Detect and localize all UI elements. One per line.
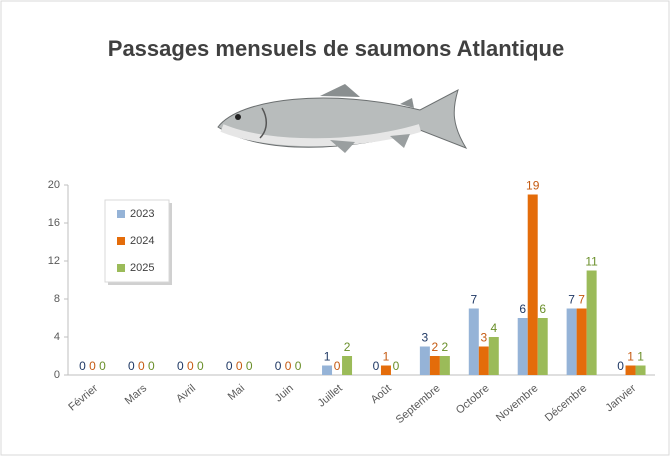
data-label: 0	[373, 359, 380, 373]
legend-label: 2023	[130, 208, 154, 220]
data-label: 3	[422, 331, 429, 345]
bar	[429, 356, 440, 375]
data-label: 6	[519, 302, 526, 316]
data-label: 0	[275, 359, 282, 373]
bar	[537, 318, 548, 375]
bar	[488, 337, 499, 375]
data-label: 0	[128, 359, 135, 373]
data-label: 7	[470, 293, 477, 307]
data-label: 1	[637, 350, 644, 364]
bar	[478, 346, 489, 375]
data-label: 0	[617, 359, 624, 373]
bar	[527, 194, 538, 375]
data-label: 0	[295, 359, 302, 373]
data-label: 0	[79, 359, 86, 373]
legend-label: 2024	[130, 235, 154, 247]
data-label: 0	[246, 359, 253, 373]
data-label: 0	[285, 359, 292, 373]
y-tick-label: 16	[48, 217, 60, 229]
legend-swatch	[117, 237, 125, 245]
data-label: 7	[578, 293, 585, 307]
legend-swatch	[117, 210, 125, 218]
data-label: 0	[138, 359, 145, 373]
fish-illustration	[217, 84, 468, 153]
data-label: 0	[187, 359, 194, 373]
y-tick-label: 0	[54, 369, 60, 381]
legend-swatch	[117, 264, 125, 272]
data-label: 0	[89, 359, 96, 373]
bar	[586, 270, 597, 375]
y-tick-label: 20	[48, 179, 60, 191]
data-label: 11	[585, 255, 598, 269]
bar	[419, 346, 430, 375]
chart-title: Passages mensuels de saumons Atlantique	[108, 36, 564, 61]
legend-label: 2025	[130, 262, 154, 274]
data-label: 0	[236, 359, 243, 373]
data-label: 1	[383, 350, 390, 364]
bar	[517, 318, 528, 375]
bar	[625, 365, 636, 375]
data-label: 1	[324, 350, 331, 364]
data-label: 2	[344, 340, 351, 354]
data-label: 19	[526, 179, 540, 193]
data-label: 0	[177, 359, 184, 373]
data-label: 0	[226, 359, 233, 373]
data-label: 2	[442, 340, 449, 354]
data-label: 7	[568, 293, 575, 307]
data-label: 0	[393, 359, 400, 373]
bar	[322, 365, 333, 375]
bar	[380, 365, 391, 375]
legend-box	[104, 199, 170, 283]
bar	[342, 356, 353, 375]
bar	[576, 308, 587, 375]
data-label: 0	[334, 359, 341, 373]
bar	[468, 308, 479, 375]
bar	[439, 356, 450, 375]
data-label: 4	[490, 321, 497, 335]
data-label: 0	[148, 359, 155, 373]
y-tick-label: 12	[48, 255, 60, 267]
data-label: 6	[539, 302, 546, 316]
data-label: 3	[480, 331, 487, 345]
data-label: 2	[432, 340, 439, 354]
bar	[566, 308, 577, 375]
data-label: 0	[99, 359, 106, 373]
y-tick-label: 4	[54, 331, 60, 343]
data-label: 1	[627, 350, 634, 364]
y-tick-label: 8	[54, 293, 60, 305]
bar	[635, 365, 646, 375]
data-label: 0	[197, 359, 204, 373]
